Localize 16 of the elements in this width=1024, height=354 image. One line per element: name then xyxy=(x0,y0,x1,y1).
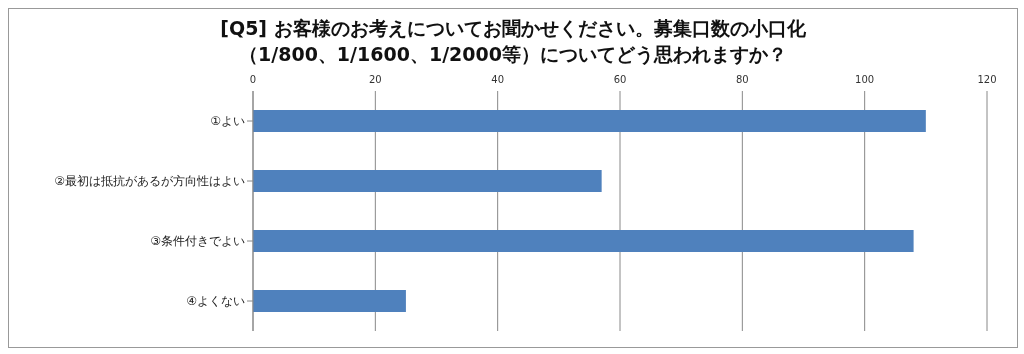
x-tick-label: 120 xyxy=(977,74,997,85)
y-tick-label: ④よくない xyxy=(186,294,245,309)
bar xyxy=(253,110,926,132)
chart-title: [Q5] お客様のお考えについてお聞かせください。募集口数の小口化（1/800、1/1600、1/2000等）についてどう思われますか？ xyxy=(219,16,807,67)
y-tick-label: ①よい xyxy=(210,114,245,129)
x-tick-label: 80 xyxy=(735,74,749,85)
x-tick-label: 20 xyxy=(368,74,382,85)
x-tick-label: 40 xyxy=(491,74,505,85)
bar xyxy=(253,230,914,252)
y-tick-label: ②最初は抵抗があるが方向性はよい xyxy=(54,174,245,189)
bar xyxy=(253,170,602,192)
x-tick-label: 100 xyxy=(855,74,875,85)
x-tick-label: 60 xyxy=(613,74,627,85)
bar xyxy=(253,290,406,312)
y-tick-label: ③条件付きでよい xyxy=(150,234,245,249)
x-tick-label: 0 xyxy=(249,74,257,85)
